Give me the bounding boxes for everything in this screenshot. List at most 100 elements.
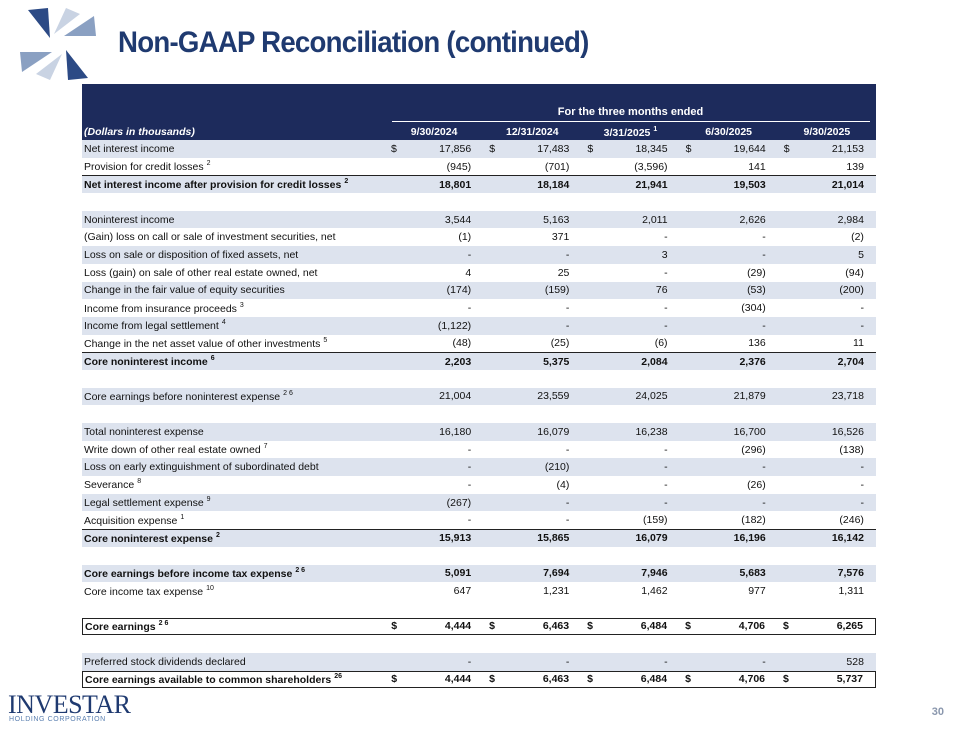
value: 16,079 (635, 532, 668, 545)
value: 6,484 (640, 673, 668, 686)
value-cell: $4,706 (679, 673, 777, 685)
value: 141 (748, 160, 766, 173)
footnote-ref: 2 (215, 531, 220, 539)
row-label-text: Net interest income (84, 142, 175, 155)
value: 1,311 (838, 585, 864, 598)
value: 16,196 (733, 532, 766, 545)
value: - (565, 319, 570, 332)
value-cell: - (385, 461, 483, 473)
value-cell: 16,238 (581, 426, 679, 438)
row-label: Core income tax expense 10 (82, 585, 385, 598)
value-cell: - (680, 231, 778, 243)
value-cell: 7,946 (581, 567, 679, 579)
table-row: Core earnings before noninterest expense… (82, 387, 876, 406)
value: - (860, 478, 864, 491)
value: 16,700 (733, 425, 766, 438)
table-row: Severance 8 - (4) - (26) - (82, 476, 876, 494)
value-cell: 24,025 (581, 390, 679, 402)
value: (26) (747, 478, 766, 491)
value: 23,559 (537, 390, 570, 403)
value-cell: - (778, 461, 876, 473)
value-cell: 21,941 (581, 179, 679, 191)
value: - (762, 655, 766, 668)
value: 16,238 (635, 425, 668, 438)
value-cell: $4,444 (385, 620, 483, 632)
value: (296) (741, 443, 766, 456)
value: 2,626 (739, 213, 766, 226)
value: - (565, 655, 570, 668)
value: 2,203 (444, 355, 472, 368)
row-label-text: (Gain) loss on call or sale of investmen… (84, 231, 336, 244)
value: 2,704 (837, 355, 864, 368)
value: 16,142 (831, 532, 864, 545)
value: (29) (747, 266, 766, 279)
row-label: Core earnings before noninterest expense… (82, 390, 385, 403)
value-cell: - (385, 302, 483, 314)
value-cell: (304) (680, 302, 778, 314)
value: (3,596) (634, 160, 668, 173)
value-cell: - (680, 461, 778, 473)
value-cell: $6,463 (483, 620, 581, 632)
value: 3,544 (444, 213, 472, 226)
footnote-ref: 1 (653, 125, 658, 133)
currency: $ (685, 142, 692, 155)
value: (945) (446, 160, 472, 173)
value-cell: (945) (385, 161, 483, 173)
value: - (860, 461, 864, 474)
footnote-ref: 2 6 (283, 389, 293, 397)
row-label: Core noninterest expense 2 (82, 532, 385, 545)
value: 5,163 (543, 213, 570, 226)
table-row: Loss on sale or disposition of fixed ass… (82, 246, 876, 264)
value: - (860, 496, 864, 509)
value-cell: 23,718 (778, 390, 876, 402)
value-cell: 3,544 (385, 214, 483, 226)
spacer (82, 405, 876, 423)
value-cell: 2,984 (778, 214, 876, 226)
value-cell: $6,463 (483, 673, 581, 685)
row-label-text: Total noninterest expense (84, 425, 204, 438)
value-cell: (701) (483, 161, 581, 173)
value-cell: 16,700 (680, 426, 778, 438)
table-row: Change in the net asset value of other i… (82, 335, 876, 353)
column-label: 12/31/2024 (506, 126, 559, 138)
row-label: Core earnings before income tax expense 2… (82, 567, 385, 580)
value-cell: 139 (778, 161, 876, 173)
value-cell: 7,694 (483, 567, 581, 579)
value-cell: 76 (581, 284, 679, 296)
value: 17,483 (537, 142, 570, 155)
value: (2) (851, 231, 864, 244)
value-cell: (26) (680, 479, 778, 491)
value: - (664, 266, 668, 279)
brand-sub: HOLDING CORPORATION (9, 716, 106, 723)
table-row: Write down of other real estate owned 7 - -… (82, 441, 876, 459)
value-cell: (48) (385, 337, 483, 349)
row-label: Severance 8 (82, 478, 385, 491)
value-cell: - (385, 444, 483, 456)
value-cell: 16,526 (778, 426, 876, 438)
value-cell: $18,345 (581, 143, 679, 155)
row-label: Income from legal settlement 4 (82, 319, 385, 332)
row-label-text: Core noninterest expense (84, 532, 213, 545)
value-cell: $21,153 (778, 143, 876, 155)
row-label: Core earnings 2 6 (83, 620, 385, 633)
value: 4,706 (738, 620, 766, 633)
value: - (664, 461, 668, 474)
value: 16,079 (537, 425, 570, 438)
value-cell: (267) (385, 497, 483, 509)
value-cell: 11 (778, 337, 876, 349)
value-cell: - (778, 302, 876, 314)
value-cell: - (581, 302, 679, 314)
value-cell: - (680, 249, 778, 261)
footnote-ref: 7 (263, 443, 268, 451)
row-label: Preferred stock dividends declared (82, 656, 385, 668)
footnote-ref: 6 (210, 355, 215, 363)
value: 647 (453, 585, 472, 598)
value: - (664, 319, 668, 332)
value: 5,091 (444, 567, 472, 580)
header-rule (392, 121, 870, 122)
value-cell: 5,683 (680, 567, 778, 579)
value-cell: 2,011 (581, 214, 679, 226)
value-cell: (4) (483, 479, 581, 491)
value: (701) (544, 160, 570, 173)
value-cell: - (483, 320, 581, 332)
